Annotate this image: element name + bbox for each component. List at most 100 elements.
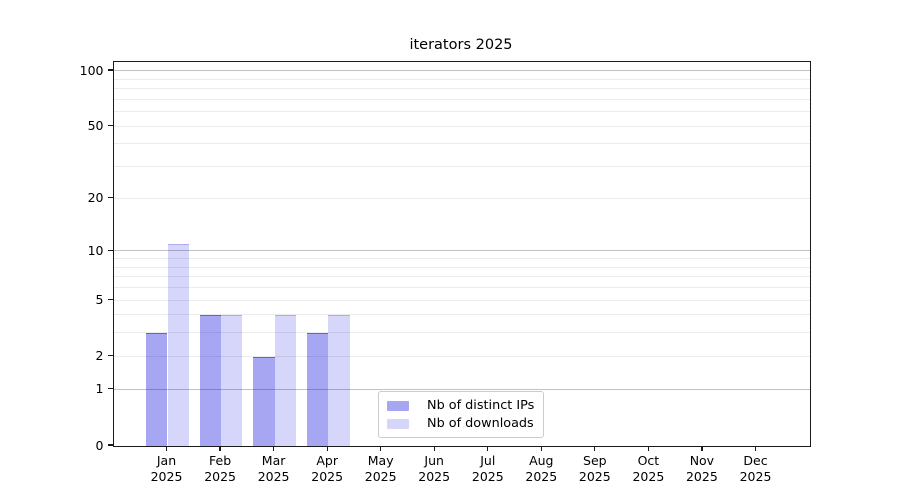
- bar-downloads-mar: [274, 315, 296, 446]
- gridline-y-60: [114, 111, 810, 113]
- x-tick-month-aug: Aug: [529, 453, 554, 468]
- legend-item-distinct-ips: Nb of distinct IPs: [385, 398, 537, 413]
- gridline-y-8: [114, 266, 810, 268]
- y-tick-label-0: 0: [95, 437, 104, 453]
- x-tick-year-jun: 2025: [418, 468, 451, 484]
- x-tick-year-dec: 2025: [739, 468, 772, 484]
- x-tick-label-apr: Apr 2025: [295, 453, 359, 484]
- gridline-y-100: [114, 69, 810, 72]
- bar-downloads-apr: [328, 315, 350, 446]
- x-tick-year-apr: 2025: [311, 468, 344, 484]
- y-tick-0: [107, 444, 113, 446]
- gridline-y-10: [114, 250, 810, 252]
- x-tick-label-dec: Dec 2025: [724, 453, 788, 484]
- gridline-y-30: [114, 166, 810, 168]
- x-tick-year-oct: 2025: [632, 468, 665, 484]
- gridline-y-70: [114, 98, 810, 100]
- x-tick-label-nov: Nov 2025: [670, 453, 734, 484]
- x-tick-year-sep: 2025: [578, 468, 611, 484]
- gridline-y-3: [114, 332, 810, 334]
- x-tick-apr: [326, 446, 328, 451]
- x-tick-label-aug: Aug 2025: [509, 453, 573, 484]
- bar-ips-apr: [306, 333, 329, 446]
- y-tick-20: [107, 197, 113, 199]
- bars-layer: [114, 62, 810, 446]
- x-tick-label-may: May 2025: [349, 453, 413, 484]
- x-tick-dec: [754, 446, 757, 451]
- x-tick-feb: [219, 446, 221, 451]
- x-tick-label-mar: Mar 2025: [242, 453, 306, 484]
- chart-title: iterators 2025: [409, 37, 513, 53]
- x-tick-month-sep: Sep: [583, 453, 607, 468]
- legend-label-downloads: Nb of downloads: [427, 416, 534, 431]
- gridline-y-40: [114, 143, 810, 145]
- x-tick-oct: [647, 446, 650, 451]
- gridline-y-9: [114, 258, 810, 259]
- x-tick-month-jul: Jul: [480, 453, 496, 468]
- y-tick-label-20: 20: [87, 190, 104, 206]
- x-tick-mar: [272, 446, 275, 451]
- gridline-y-50: [114, 125, 810, 127]
- x-tick-month-jan: Jan: [156, 453, 177, 468]
- x-tick-jun: [433, 446, 435, 451]
- x-tick-month-oct: Oct: [637, 453, 660, 468]
- legend-label-distinct-ips: Nb of distinct IPs: [427, 398, 535, 413]
- y-tick-5: [107, 298, 113, 301]
- y-tick-100: [107, 69, 113, 71]
- x-tick-month-feb: Feb: [209, 453, 232, 468]
- legend: Nb of distinct IPs Nb of downloads: [378, 391, 544, 438]
- x-tick-label-jul: Jul 2025: [456, 453, 520, 484]
- gridline-y-4: [114, 314, 810, 316]
- x-tick-jan: [165, 446, 168, 451]
- legend-swatch-downloads: [387, 418, 409, 429]
- bar-ips-mar: [253, 356, 275, 446]
- x-tick-label-jun: Jun 2025: [402, 453, 466, 484]
- x-tick-year-feb: 2025: [204, 468, 236, 484]
- y-tick-label-100: 100: [79, 62, 104, 78]
- gridline-y-1: [114, 388, 810, 390]
- x-tick-jul: [487, 446, 489, 451]
- x-tick-label-feb: Feb 2025: [188, 453, 252, 484]
- x-tick-month-may: May: [367, 453, 394, 468]
- y-tick-label-5: 5: [95, 292, 104, 307]
- x-tick-sep: [594, 446, 596, 451]
- x-tick-year-may: 2025: [364, 468, 397, 484]
- bar-ips-feb: [199, 315, 222, 446]
- x-tick-label-oct: Oct 2025: [616, 453, 680, 484]
- grid-layer: [114, 62, 810, 446]
- legend-swatch-distinct-ips: [387, 400, 409, 411]
- plot-area: [113, 61, 811, 447]
- gridline-y-2: [114, 355, 810, 357]
- x-tick-year-nov: 2025: [685, 468, 718, 484]
- x-tick-nov: [701, 446, 703, 451]
- gridline-y-90: [114, 78, 810, 80]
- x-tick-may: [380, 446, 382, 451]
- x-tick-month-nov: Nov: [689, 453, 715, 468]
- gridline-y-80: [114, 88, 810, 89]
- x-tick-year-jul: 2025: [471, 468, 504, 484]
- gridline-y-7: [114, 276, 810, 278]
- y-tick-label-2: 2: [95, 348, 104, 364]
- gridline-y-6: [114, 286, 810, 288]
- y-tick-label-10: 10: [87, 242, 104, 258]
- y-tick-10: [107, 249, 113, 251]
- y-tick-1: [107, 388, 113, 390]
- x-tick-month-jun: Jun: [424, 453, 444, 468]
- gridline-y-20: [114, 197, 810, 199]
- x-tick-month-apr: Apr: [316, 453, 338, 468]
- legend-item-downloads: Nb of downloads: [385, 416, 537, 431]
- x-tick-label-sep: Sep 2025: [563, 453, 627, 484]
- gridline-y-5: [114, 299, 810, 301]
- bar-ips-jan: [146, 333, 168, 446]
- x-tick-year-mar: 2025: [257, 468, 290, 484]
- x-tick-month-mar: Mar: [261, 453, 286, 468]
- x-tick-month-dec: Dec: [743, 453, 768, 468]
- bar-downloads-feb: [221, 315, 243, 446]
- y-tick-2: [107, 355, 113, 357]
- x-tick-year-aug: 2025: [525, 468, 558, 484]
- x-tick-aug: [540, 446, 542, 451]
- x-tick-year-jan: 2025: [150, 468, 183, 484]
- y-tick-label-50: 50: [87, 118, 104, 134]
- x-tick-label-jan: Jan 2025: [135, 453, 199, 484]
